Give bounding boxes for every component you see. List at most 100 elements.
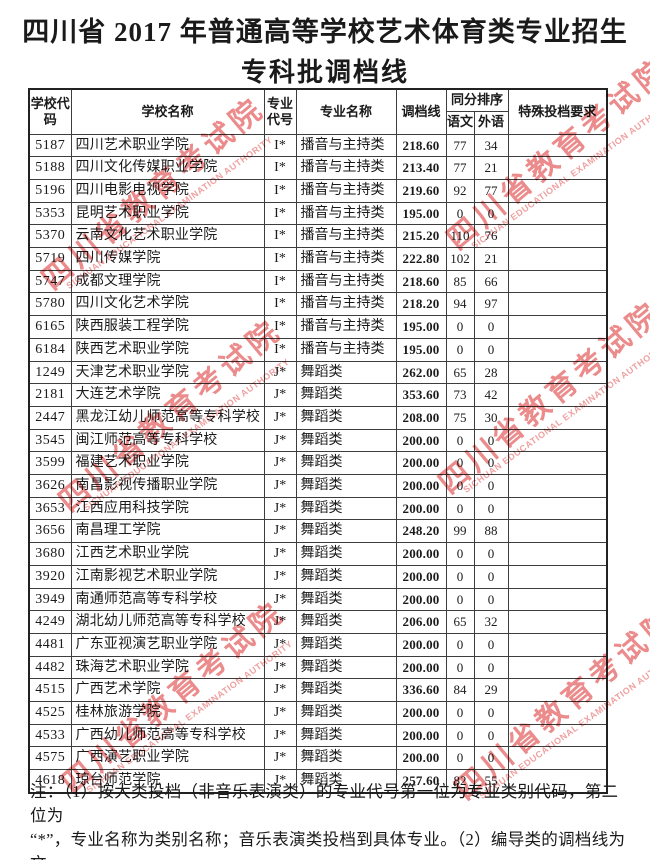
cell-chinese-score: 0 <box>445 723 475 748</box>
cell-score-line: 213.40 <box>395 156 447 180</box>
cell-score-line: 200.00 <box>395 655 447 680</box>
cell-major-name: 舞蹈类 <box>295 405 397 430</box>
cell-foreign-score: 97 <box>473 292 509 317</box>
cell-score-line: 195.00 <box>395 201 447 226</box>
cell-school-code: 4525 <box>28 701 72 725</box>
cell-special-requirements <box>507 337 608 362</box>
cell-chinese-score: 110 <box>445 224 475 249</box>
cell-foreign-score: 0 <box>473 428 509 453</box>
cell-major-code: I* <box>263 337 297 362</box>
table-row: 2447 黑龙江幼儿师范高等专科学校 J* 舞蹈类 208.00 75 30 <box>28 405 608 430</box>
cell-foreign-score: 0 <box>473 632 509 657</box>
cell-score-line: 262.00 <box>395 360 447 385</box>
cell-school-name: 昆明艺术职业学院 <box>70 201 265 226</box>
header-school-code: 学校代码 <box>28 88 72 135</box>
cell-school-name: 南昌影视传播职业学院 <box>70 474 265 498</box>
cell-school-name: 闽江师范高等专科学校 <box>70 428 265 453</box>
cell-special-requirements <box>507 678 608 703</box>
cell-special-requirements <box>507 315 608 339</box>
header-major-name: 专业名称 <box>295 88 397 135</box>
cell-major-name: 舞蹈类 <box>295 655 397 680</box>
table-row: 4533 广西幼儿师范高等专科学校 J* 舞蹈类 200.00 0 0 <box>28 723 608 748</box>
cell-school-name: 成都文理学院 <box>70 269 265 294</box>
cell-chinese-score: 102 <box>445 247 475 271</box>
cell-school-code: 6165 <box>28 315 72 339</box>
cell-school-code: 5719 <box>28 247 72 271</box>
cell-major-name: 播音与主持类 <box>295 201 397 226</box>
table-row: 4525 桂林旅游学院 J* 舞蹈类 200.00 0 0 <box>28 701 608 725</box>
cell-major-code: J* <box>263 746 297 771</box>
cell-school-name: 广西演艺职业学院 <box>70 746 265 771</box>
cell-score-line: 248.20 <box>395 519 447 544</box>
cell-special-requirements <box>507 610 608 634</box>
cell-score-line: 200.00 <box>395 746 447 771</box>
cell-school-name: 陕西服装工程学院 <box>70 315 265 339</box>
table-row: 4482 珠海艺术职业学院 J* 舞蹈类 200.00 0 0 <box>28 655 608 680</box>
cell-major-code: I* <box>263 247 297 271</box>
cell-major-name: 舞蹈类 <box>295 723 397 748</box>
cell-school-code: 4482 <box>28 655 72 680</box>
cell-chinese-score: 0 <box>445 632 475 657</box>
cell-score-line: 219.60 <box>395 178 447 203</box>
cell-score-line: 336.60 <box>395 678 447 703</box>
cell-special-requirements <box>507 269 608 294</box>
cell-school-code: 3653 <box>28 496 72 521</box>
cell-chinese-score: 0 <box>445 746 475 771</box>
cell-special-requirements <box>507 178 608 203</box>
cell-school-name: 南昌理工学院 <box>70 519 265 544</box>
cell-foreign-score: 0 <box>473 542 509 566</box>
cell-chinese-score: 0 <box>445 701 475 725</box>
cell-foreign-score: 0 <box>473 723 509 748</box>
table-row: 3656 南昌理工学院 J* 舞蹈类 248.20 99 88 <box>28 519 608 544</box>
cell-major-name: 舞蹈类 <box>295 564 397 589</box>
cell-foreign-score: 0 <box>473 201 509 226</box>
cell-school-code: 2447 <box>28 405 72 430</box>
cell-major-name: 播音与主持类 <box>295 292 397 317</box>
cell-major-code: I* <box>263 269 297 294</box>
cell-major-code: J* <box>263 655 297 680</box>
cell-school-name: 琼台师范学院 <box>70 769 265 794</box>
cell-score-line: 200.00 <box>395 474 447 498</box>
cell-foreign-score: 76 <box>473 224 509 249</box>
cell-major-code: I* <box>263 156 297 180</box>
cell-major-name: 舞蹈类 <box>295 632 397 657</box>
cell-school-name: 江西应用科技学院 <box>70 496 265 521</box>
cell-special-requirements <box>507 360 608 385</box>
cell-school-code: 5370 <box>28 224 72 249</box>
cell-school-name: 广东亚视演艺职业学院 <box>70 632 265 657</box>
cell-special-requirements <box>507 542 608 566</box>
cell-school-code: 5780 <box>28 292 72 317</box>
cell-major-name: 舞蹈类 <box>295 496 397 521</box>
cell-special-requirements <box>507 292 608 317</box>
cell-chinese-score: 65 <box>445 610 475 634</box>
table-row: 6165 陕西服装工程学院 I* 播音与主持类 195.00 0 0 <box>28 315 608 339</box>
cell-major-code: J* <box>263 428 297 453</box>
cell-special-requirements <box>507 247 608 271</box>
cell-chinese-score: 85 <box>445 269 475 294</box>
cell-major-code: J* <box>263 678 297 703</box>
table-row: 5370 云南文化艺术职业学院 I* 播音与主持类 215.20 110 76 <box>28 224 608 249</box>
cell-major-name: 舞蹈类 <box>295 587 397 612</box>
cell-school-name: 云南文化艺术职业学院 <box>70 224 265 249</box>
cell-special-requirements <box>507 224 608 249</box>
cell-major-name: 播音与主持类 <box>295 178 397 203</box>
cell-score-line: 218.20 <box>395 292 447 317</box>
footnote-line-1: 注：（1）按大类投档（非音乐表演类）的专业代号第一位为专业类别代码，第二位为 <box>30 782 619 825</box>
cell-score-line: 200.00 <box>395 428 447 453</box>
cell-major-code: J* <box>263 564 297 589</box>
cell-major-code: J* <box>263 474 297 498</box>
cell-foreign-score: 0 <box>473 587 509 612</box>
cell-school-name: 四川艺术职业学院 <box>70 133 265 158</box>
cell-foreign-score: 55 <box>473 769 509 794</box>
cell-school-name: 四川电影电视学院 <box>70 178 265 203</box>
table-row: 3680 江西艺术职业学院 J* 舞蹈类 200.00 0 0 <box>28 542 608 566</box>
table-body: 5187 四川艺术职业学院 I* 播音与主持类 218.60 77 34 5188 四川文化传媒… <box>28 133 608 794</box>
cell-chinese-score: 84 <box>445 678 475 703</box>
cell-major-code: J* <box>263 519 297 544</box>
cell-school-code: 4575 <box>28 746 72 771</box>
cell-school-code: 5747 <box>28 269 72 294</box>
cell-major-name: 舞蹈类 <box>295 474 397 498</box>
table-row: 5188 四川文化传媒职业学院 I* 播音与主持类 213.40 77 21 <box>28 156 608 180</box>
cell-foreign-score: 32 <box>473 610 509 634</box>
